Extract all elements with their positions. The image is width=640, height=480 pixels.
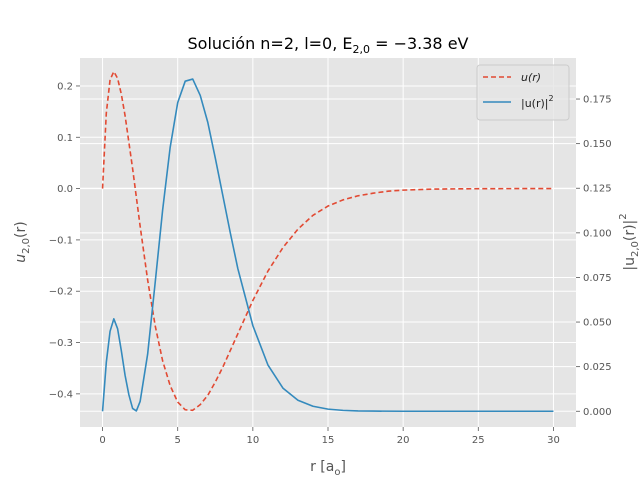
grid	[80, 58, 576, 427]
series-line-u	[101, 70, 554, 412]
y-left-tick-label: 0.2	[57, 81, 73, 92]
x-tick-label: 10	[246, 435, 259, 446]
y-right-tick-label: 0.150	[583, 139, 612, 150]
y-right-tick-label: 0.100	[583, 228, 612, 239]
y-left-tick-label: −0.2	[49, 287, 73, 298]
x-tick-label: 25	[472, 435, 485, 446]
y-right-tick-label: 0.075	[583, 273, 612, 284]
chart-title: Solución n=2, l=0, E2,0 = −3.38 eV	[188, 34, 469, 56]
y-axis-left-label: u2,0(r)	[13, 221, 32, 262]
y-left-tick-label: −0.4	[49, 389, 73, 400]
x-tick-label: 5	[175, 435, 181, 446]
tick-layer: 0 5 10 15 20 25 30 0.2 0.1 0.0 −0.1 −0.2 −0.3 −0.4 0.1…	[49, 81, 612, 446]
legend: u(r) |u(r)|2	[476, 64, 570, 121]
x-tick-label: 30	[547, 435, 560, 446]
y-left-tick-label: −0.1	[49, 235, 73, 246]
x-tick-label: 0	[99, 435, 105, 446]
legend-label-u: u(r)	[521, 71, 541, 84]
y-right-tick-label: 0.025	[583, 362, 612, 373]
series-layer	[101, 70, 554, 413]
legend-label-u-squared: |u(r)|2	[521, 94, 554, 110]
y-right-tick-label: 0.125	[583, 184, 612, 195]
y-right-tick-label: 0.000	[583, 407, 612, 418]
y-left-tick-label: 0.1	[57, 133, 73, 144]
y-left-tick-label: 0.0	[57, 184, 73, 195]
x-axis-label: r [ao]	[310, 459, 346, 478]
y-right-tick-label: 0.175	[583, 95, 612, 106]
legend-box	[476, 64, 570, 121]
x-tick-label: 20	[397, 435, 410, 446]
y-right-tick-label: 0.050	[583, 318, 612, 329]
y-axis-right-label: |u2,0(r)|2	[618, 213, 640, 270]
x-tick-label: 15	[322, 435, 335, 446]
y-left-tick-label: −0.3	[49, 338, 73, 349]
series-line-u-squared	[101, 78, 554, 413]
